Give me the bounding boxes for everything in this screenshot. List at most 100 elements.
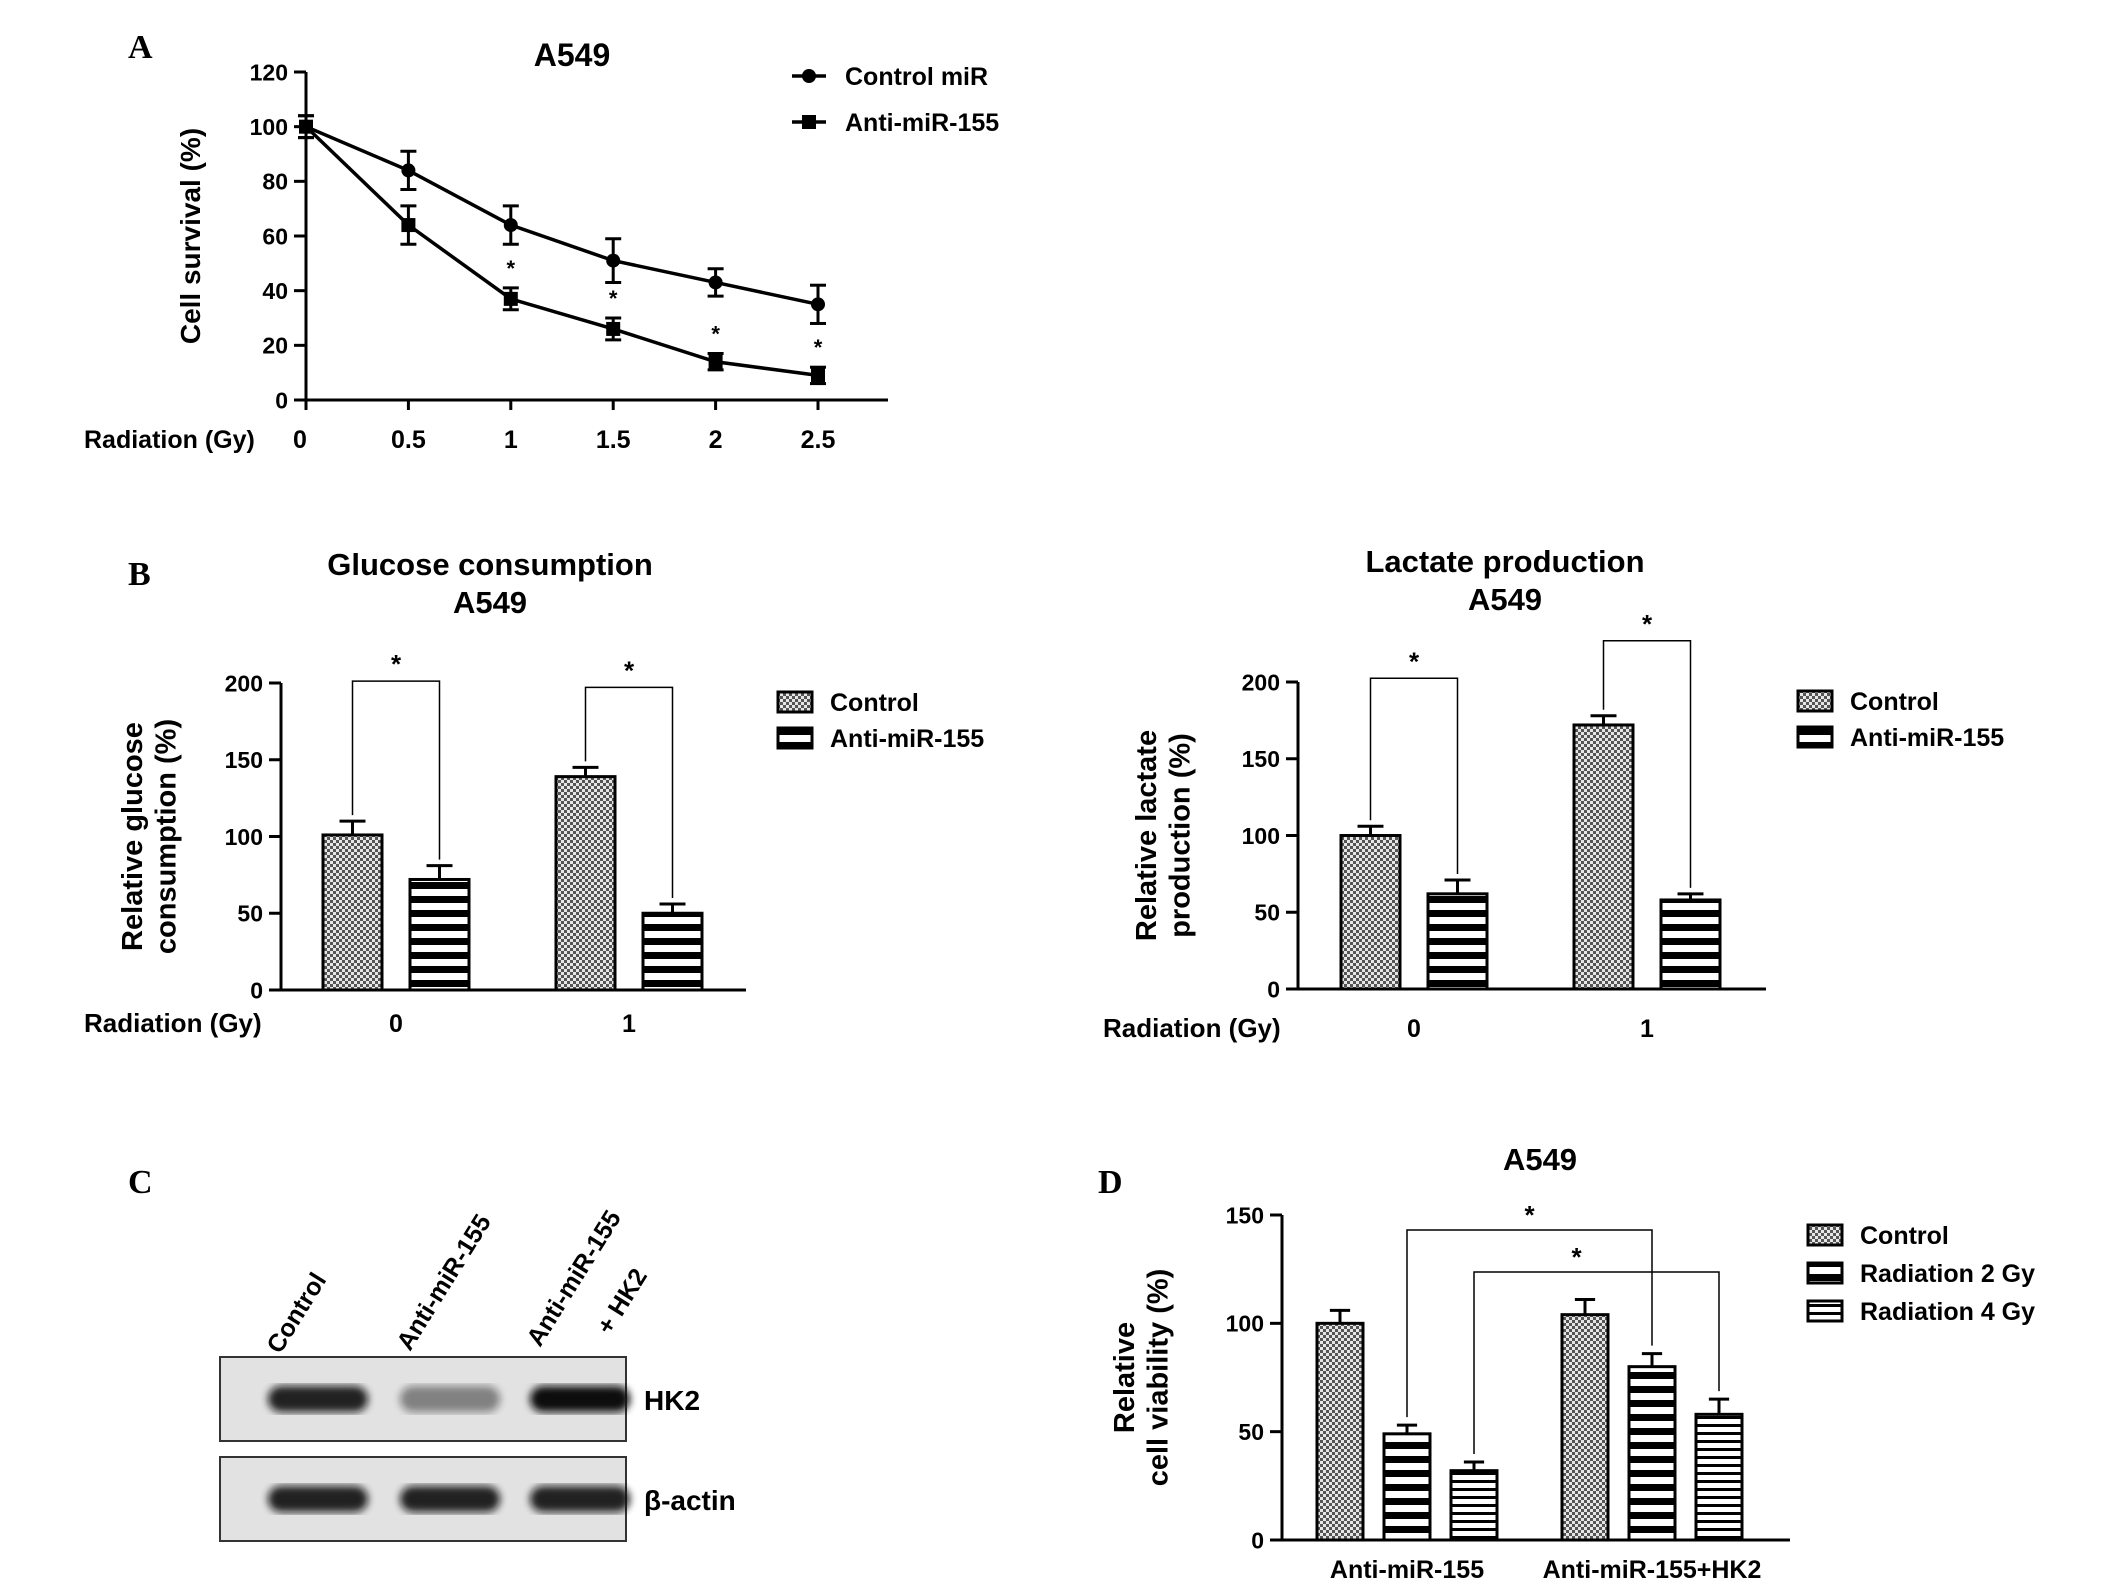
panel-b-right-y-tick-label: 0 (1267, 976, 1280, 1002)
panel-b-left-significance-bracket (351, 680, 441, 860)
panel-d-legend-label-control: Control (1860, 1222, 1949, 1250)
panel-c-lane-label: Anti-miR-155 (391, 1210, 497, 1356)
panel-a-y-axis-label: Cell survival (%) (175, 128, 206, 344)
panel-b-left-subtitle: A549 (453, 585, 527, 620)
panel-a-y-tick-label: 40 (262, 278, 288, 304)
panel-a-significance-star: * (814, 335, 823, 360)
panel-b-left-legend-swatch-control (776, 690, 814, 714)
panel-d-significance-star: * (1524, 1200, 1535, 1230)
panel-d-y-tick-label: 50 (1238, 1419, 1264, 1445)
panel-b-left-category-label: 0 (389, 1010, 403, 1038)
panel-b-left-y-tick-label: 50 (237, 901, 263, 927)
panel-a-x-axis-label: Radiation (Gy) (84, 426, 255, 454)
panel-b-right-significance-bracket (1369, 677, 1459, 875)
panel-b-left-bar-control (554, 775, 617, 992)
panel-b-left-y-tick-label: 150 (225, 747, 263, 773)
panel-c-lane-label: + HK2 (591, 1264, 653, 1340)
panel-a-y-tick-label: 100 (250, 114, 288, 140)
panel-a-y-tick-label: 60 (262, 223, 288, 249)
panel-d-category-label: Anti-miR-155+HK2 (1543, 1556, 1762, 1582)
panel-b-left-category-label: 1 (622, 1010, 636, 1038)
panel-b-right-bar-anti-mir-155 (1426, 892, 1489, 991)
panel-c-western-blot: Control Anti-miR-155 Anti-miR-155+ HK2HK2β… (219, 1206, 736, 1542)
panel-b-left-title: Glucose consumption (327, 547, 653, 582)
panel-d-title: A549 (1503, 1142, 1577, 1177)
panel-a-anti-mir-155-point (606, 321, 621, 336)
panel-d-legend-swatch-radiation-2-gy (1806, 1261, 1844, 1285)
panel-a-x-tick-label: 0 (293, 426, 307, 454)
panel-b-right-category-label: 0 (1407, 1015, 1421, 1043)
panel-d-viability-chart: 0 50 100 150 A549 Relativecell viability (%) A… (1109, 1142, 2035, 1582)
panel-b-right-bar-anti-mir-155 (1659, 898, 1722, 991)
panel-a-significance-star: * (507, 256, 516, 281)
panel-a-y-tick-label: 80 (262, 169, 288, 195)
panel-c-band (530, 1386, 630, 1412)
panel-d-significance-star: * (1571, 1242, 1582, 1272)
panel-b-right-y-tick-label: 50 (1254, 900, 1280, 926)
panel-d-bar-radiation-2-gy (1627, 1365, 1677, 1542)
panel-d-legend-swatch-radiation-4-gy (1806, 1299, 1844, 1323)
panel-b-left-bar-anti-mir-155 (408, 877, 471, 992)
panel-b-right-legend-swatch-anti-mir-155 (1796, 725, 1834, 749)
panel-a-anti-mir-155-legend-marker (802, 115, 816, 129)
panel-a-anti-mir-155-point (299, 119, 313, 134)
panel-b-left-legend-label-anti-mir-155: Anti-miR-155 (830, 725, 984, 753)
panel-letter-d: D (1098, 1164, 1123, 1201)
panel-b-left-significance-bracket (584, 686, 674, 899)
panel-b-right-significance-star: * (1642, 609, 1653, 639)
panel-b-right-legend-swatch-control (1796, 689, 1834, 713)
panel-c-band (268, 1486, 368, 1512)
panel-b-right-significance-star: * (1409, 646, 1420, 676)
panel-letter-b: B (128, 556, 151, 593)
panel-a-x-tick-label: 0.5 (391, 426, 426, 454)
panel-b-left-bar-control (321, 833, 384, 992)
panel-b-right-bar-control (1572, 723, 1635, 991)
panel-d-y-tick-label: 0 (1251, 1527, 1264, 1553)
panel-b-left-y-axis-label: Relative glucoseconsumption (%) (117, 719, 182, 954)
panel-b-right-y-tick-label: 150 (1242, 746, 1280, 772)
panel-b-left-significance-star: * (624, 655, 635, 685)
panel-b-left-y-tick-label: 200 (225, 670, 263, 696)
panel-c-lane-label: Control (261, 1268, 332, 1358)
panel-b-left-bar-anti-mir-155 (641, 911, 704, 992)
panel-a-y-tick-label: 120 (250, 59, 288, 85)
panel-b-right-legend-label-anti-mir-155: Anti-miR-155 (1850, 724, 2004, 752)
panel-b-left-y-tick-label: 100 (225, 824, 263, 850)
panel-d-significance-bracket (1473, 1271, 1720, 1454)
panel-a-control-mir-point (811, 297, 825, 312)
panel-b-left-y-tick-label: 0 (250, 977, 263, 1003)
panel-d-legend-label-radiation-2-gy: Radiation 2 Gy (1860, 1260, 2035, 1288)
panel-c-band (530, 1486, 630, 1512)
panel-d-bar-radiation-4-gy (1449, 1469, 1499, 1542)
panel-b-left-x-axis-label: Radiation (Gy) (84, 1008, 262, 1038)
panel-a-control-mir-point (708, 275, 723, 290)
panel-a-control-mir-line (305, 125, 819, 307)
panel-d-legend-label-radiation-4-gy: Radiation 4 Gy (1860, 1298, 2035, 1326)
panel-a-control-mir-point (503, 218, 518, 233)
panel-b-right-category-label: 1 (1640, 1015, 1654, 1043)
panel-d-y-tick-label: 100 (1226, 1311, 1264, 1337)
panel-b-right-subtitle: A549 (1468, 582, 1542, 617)
panel-d-bar-radiation-4-gy (1694, 1412, 1744, 1542)
panel-a-anti-mir-155-line (304, 125, 819, 378)
panel-a-x-tick-label: 2 (709, 426, 723, 454)
panel-d-bar-control (1315, 1321, 1365, 1542)
panel-c-band (268, 1386, 368, 1412)
panel-letter-c: C (128, 1164, 153, 1201)
panel-a-x-tick-label: 2.5 (801, 426, 836, 454)
panel-c-row-label: β-actin (644, 1485, 736, 1516)
panel-a-control-mir-point (401, 163, 416, 178)
panel-a-control-mir-legend-label: Control miR (845, 63, 988, 91)
panel-b-right-y-axis-label: Relative lactateproduction (%) (1131, 730, 1196, 941)
panel-a-anti-mir-155-point (708, 354, 723, 369)
panel-b-right-y-tick-label: 100 (1242, 823, 1280, 849)
panel-d-bar-radiation-2-gy (1382, 1432, 1432, 1542)
panel-a-control-mir-point (606, 253, 621, 268)
panel-a-x-tick-label: 1.5 (596, 426, 631, 454)
panel-d-y-tick-label: 150 (1226, 1202, 1264, 1228)
panel-c-band (400, 1386, 500, 1412)
panel-b-left-legend-swatch-anti-mir-155 (776, 726, 814, 750)
